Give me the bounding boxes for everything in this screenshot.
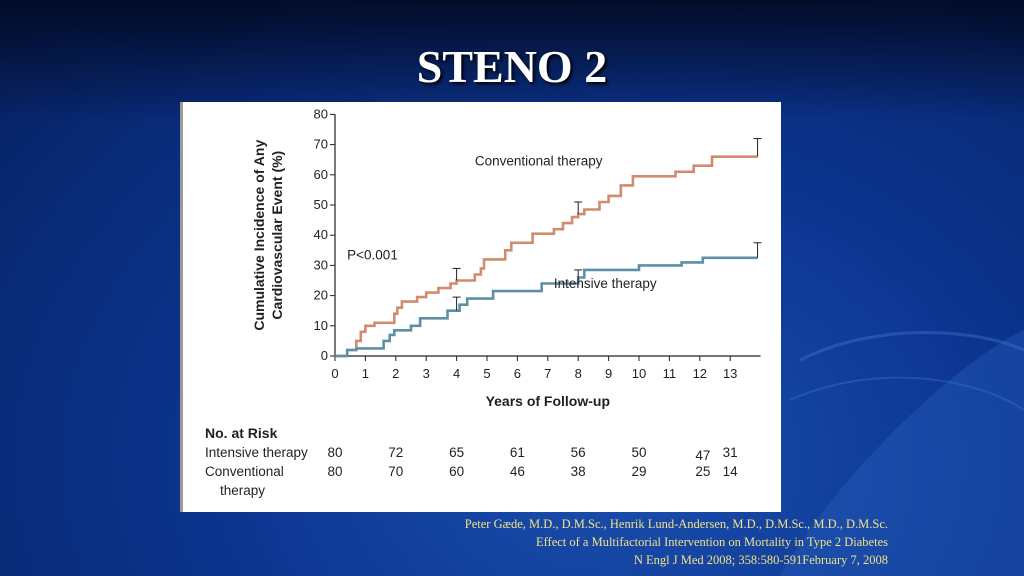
- x-tick-label: 6: [514, 366, 521, 381]
- y-axis-title-line: Cardiovascular Event (%): [269, 151, 285, 320]
- y-tick-label: 30: [314, 257, 328, 272]
- y-axis-title: Cumulative Incidence of Any Cardiovascula…: [251, 140, 285, 331]
- citation-block: Peter Gæde, M.D., D.M.Sc., Henrik Lund-A…: [465, 515, 888, 569]
- risk-value: 56: [571, 445, 586, 460]
- series-label-intensive: Intensive therapy: [554, 276, 657, 291]
- risk-value: 65: [449, 445, 464, 460]
- risk-row-label: Conventional: [205, 464, 284, 479]
- risk-row-label: therapy: [220, 483, 265, 498]
- risk-value: 14: [723, 464, 739, 479]
- y-axis-title-line: Cumulative Incidence of Any: [251, 140, 267, 331]
- y-tick-label: 40: [314, 227, 328, 242]
- y-tick-label: 50: [314, 197, 328, 212]
- risk-value: 25: [695, 464, 710, 479]
- series-label-conventional: Conventional therapy: [475, 154, 603, 169]
- x-tick-label: 0: [331, 366, 338, 381]
- risk-value: 60: [449, 464, 464, 479]
- risk-value: 46: [510, 464, 525, 479]
- risk-value: 38: [571, 464, 586, 479]
- risk-table-header: No. at Risk: [205, 425, 278, 441]
- risk-value: 80: [327, 464, 342, 479]
- figure-panel: 0 10 20 30 40 50 60 70 80 0 1 2 3 4 5 6 7 8 9 10 11 12 13 Years…: [180, 102, 781, 512]
- x-axis-title: Years of Follow-up: [486, 393, 610, 409]
- y-tick-label: 10: [314, 318, 328, 333]
- citation-journal: N Engl J Med 2008; 358:580-591February 7…: [633, 553, 888, 567]
- risk-value: 47: [695, 448, 710, 463]
- x-tick-label: 3: [423, 366, 430, 381]
- risk-value: 29: [631, 464, 646, 479]
- risk-value: 80: [327, 445, 342, 460]
- x-tick-label: 1: [362, 366, 369, 381]
- risk-row-label: Intensive therapy: [205, 445, 308, 460]
- series-line-conventional: [335, 155, 758, 358]
- risk-value: 31: [723, 445, 738, 460]
- x-tick-label: 11: [663, 366, 677, 381]
- y-tick-label: 60: [314, 167, 328, 182]
- risk-value: 50: [631, 445, 646, 460]
- y-tick-label: 80: [314, 106, 328, 121]
- x-tick-label: 12: [693, 366, 707, 381]
- slide-title: STENO 2: [416, 41, 608, 92]
- risk-value: 61: [510, 445, 525, 460]
- citation-title: Effect of a Multifactorial Intervention …: [535, 535, 888, 549]
- y-tick-label: 20: [314, 288, 328, 303]
- x-tick-label: 4: [453, 366, 460, 381]
- x-tick-label: 5: [483, 366, 490, 381]
- risk-value: 72: [388, 445, 403, 460]
- series-line-intensive: [335, 256, 758, 358]
- x-tick-label: 13: [723, 366, 737, 381]
- y-tick-label: 70: [314, 137, 328, 152]
- x-tick-label: 10: [632, 366, 646, 381]
- x-tick-label: 8: [575, 366, 582, 381]
- p-value-annotation: P<0.001: [347, 247, 398, 262]
- x-tick-label: 2: [392, 366, 399, 381]
- risk-value: 70: [388, 464, 403, 479]
- citation-authors: Peter Gæde, M.D., D.M.Sc., Henrik Lund-A…: [464, 517, 888, 531]
- x-tick-label: 9: [605, 366, 612, 381]
- y-tick-label: 0: [321, 348, 328, 363]
- x-tick-label: 7: [544, 366, 551, 381]
